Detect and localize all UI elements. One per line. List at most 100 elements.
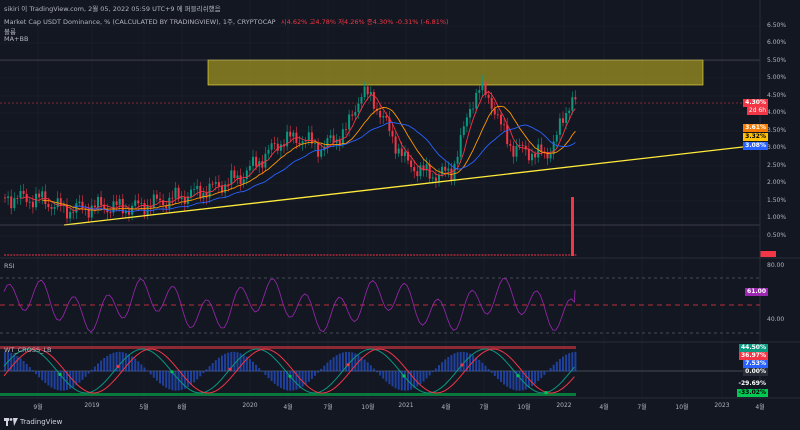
volume-bar	[558, 254, 561, 256]
volume-bar	[317, 254, 320, 256]
rsi-value-tag: 61.00	[745, 288, 768, 296]
volume-bar	[112, 254, 115, 256]
candle-body	[193, 189, 196, 190]
volume-bar	[190, 254, 192, 256]
candle-body	[31, 201, 34, 208]
volume-bar	[180, 254, 183, 256]
volume-bar	[360, 254, 363, 256]
candle-body	[118, 198, 121, 205]
volume-bar	[199, 254, 202, 256]
volume-bar	[472, 254, 475, 256]
time-tick: 8월	[177, 404, 187, 411]
candle-body	[320, 150, 323, 157]
candle-body	[537, 144, 540, 158]
candle-body	[301, 141, 304, 145]
wt-hist-bar	[162, 371, 165, 386]
price-tick: 2.50%	[767, 162, 787, 169]
volume-bar	[434, 254, 437, 256]
time-tick: 4월	[599, 404, 609, 411]
wt-hist-bar	[422, 371, 425, 382]
wt1-tag: 44.50%	[739, 344, 768, 352]
wt-hist-bar	[345, 351, 347, 372]
wt-hist-bar	[221, 355, 223, 372]
wt-zero-tag: 0.00%	[743, 368, 768, 376]
time-tick: 2023	[714, 402, 730, 409]
wt-hist-bar	[41, 371, 44, 381]
wt-hist-bar	[208, 366, 211, 372]
wt-hist-bar	[84, 371, 87, 377]
volume-bar	[450, 254, 453, 256]
price-tick: 4.00%	[767, 109, 787, 116]
volume-bar	[196, 254, 199, 256]
wt-hist-bar	[90, 369, 93, 372]
wt-hist-bar	[338, 353, 341, 372]
candle-body	[332, 135, 335, 143]
wt-hist-bar	[298, 371, 301, 389]
publish-credit: sikiri 이 TradingView.com, 2월 05, 2022 05…	[4, 5, 221, 13]
wt-hist-bar	[456, 352, 459, 372]
volume-legend[interactable]: 볼륨	[4, 28, 16, 36]
wt-hist-bar	[267, 371, 270, 379]
volume-bar	[323, 254, 326, 256]
volume-bar	[292, 254, 295, 256]
volume-bar	[146, 254, 149, 256]
volume-bar	[279, 254, 282, 256]
candle-body	[28, 201, 31, 203]
wt-hist-bar	[413, 371, 416, 389]
volume-bar	[465, 254, 468, 256]
candle-body	[236, 175, 239, 178]
volume-bar	[338, 254, 341, 256]
candle-body	[388, 117, 391, 131]
candle-body	[534, 153, 537, 158]
candle-body	[214, 182, 217, 184]
volume-bar	[332, 254, 335, 256]
candle-body	[366, 86, 369, 95]
volume-bar	[459, 254, 462, 256]
candle-body	[22, 190, 25, 194]
candle-body	[41, 191, 44, 198]
candle-body	[252, 156, 254, 166]
volume-bar	[444, 254, 447, 256]
candle-body	[338, 139, 341, 145]
volume-bar	[307, 254, 310, 256]
candle-body	[134, 200, 137, 206]
volume-bar	[453, 254, 456, 256]
rsi-tick-80: 80.00	[767, 262, 785, 269]
volume-bar	[335, 254, 338, 256]
volume-bar	[509, 254, 512, 256]
candle-body	[90, 205, 93, 218]
volume-bar	[438, 254, 440, 256]
candle-body	[481, 81, 484, 91]
wt-hist-bar	[168, 371, 171, 390]
wt-hist-bar	[159, 371, 161, 384]
cross-dot	[460, 363, 464, 367]
volume-bar	[518, 254, 521, 256]
volume-bar	[326, 254, 329, 256]
candle-body	[465, 117, 468, 127]
wt-hist-bar	[493, 371, 496, 376]
candle-body	[155, 194, 158, 199]
volume-bar	[81, 254, 84, 256]
volume-bar	[301, 254, 304, 256]
volume-bar	[245, 254, 248, 256]
volume-bar	[53, 254, 56, 256]
ma-bb-legend[interactable]: MA+BB	[4, 35, 29, 43]
volume-bar	[475, 254, 478, 256]
wt-hist-bar	[38, 371, 41, 378]
volume-bar	[31, 254, 34, 256]
volume-bar	[400, 254, 403, 256]
volume-bar	[115, 254, 118, 256]
time-tick: 4월	[441, 404, 451, 411]
volume-bar	[124, 254, 127, 256]
wt-hist-bar	[180, 371, 183, 390]
wt-hist-bar	[335, 355, 338, 372]
candle-body	[496, 114, 499, 116]
rsi-title[interactable]: RSI	[4, 262, 15, 270]
volume-bar	[276, 254, 279, 256]
wt-hist-bar	[428, 371, 431, 376]
candle-body	[152, 194, 155, 208]
symbol-name[interactable]: Market Cap USDT Dominance, % (CALCULATED…	[4, 18, 276, 26]
candle-body	[441, 166, 444, 175]
wt-title[interactable]: WT_CROSS_LB	[4, 346, 52, 354]
volume-bar	[416, 254, 419, 256]
